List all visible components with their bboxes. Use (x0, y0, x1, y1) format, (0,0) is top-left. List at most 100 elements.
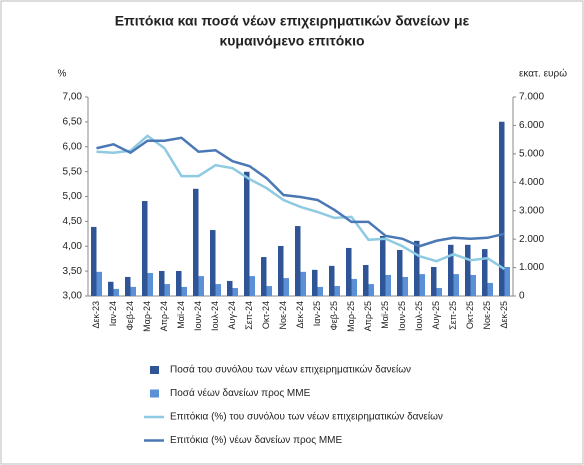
y-tick-label: 5,50 (63, 166, 83, 177)
bar (436, 288, 442, 296)
bar (266, 286, 272, 296)
chart-title: κυμαινόμενο επιτόκιο (219, 33, 364, 49)
bar (91, 226, 97, 296)
bar (312, 269, 318, 296)
bar (295, 226, 301, 296)
x-tick-label: Απρ-24 (159, 301, 169, 331)
bar (482, 249, 488, 296)
bar (317, 286, 323, 296)
x-tick-label: Ιουλ-24 (210, 301, 220, 331)
x-tick-label: Ιαν-24 (108, 301, 118, 326)
y-tick-label: 5,00 (63, 191, 83, 202)
bar (368, 284, 374, 296)
bar (453, 274, 459, 296)
y2-tick-label: 2.000 (519, 234, 544, 245)
y-tick-label: 4,00 (63, 241, 83, 252)
bar (244, 171, 250, 296)
x-tick-label: Μαρ-24 (142, 301, 152, 332)
x-tick-label: Ιουν-25 (397, 301, 407, 331)
bar (227, 280, 233, 296)
y-tick-label: 6,00 (63, 141, 83, 152)
x-tick-label: Σεπ-25 (448, 301, 458, 330)
x-tick-label: Δεκ-25 (499, 301, 509, 329)
bar (414, 240, 420, 296)
bar (193, 188, 199, 296)
bar (130, 286, 136, 296)
bar (113, 288, 119, 296)
x-tick-label: Σεπ-24 (244, 301, 254, 330)
legend-label: Επιτόκια (%) του συνόλου των νέων επιχει… (170, 411, 443, 423)
bar (261, 257, 267, 296)
bar (125, 276, 131, 296)
y2-tick-label: 5.000 (519, 148, 544, 159)
y2-tick-label: 4.000 (519, 177, 544, 188)
legend-swatch (150, 389, 159, 398)
legend-label: Ποσά του συνόλου των νέων επιχειρηματικώ… (170, 364, 411, 376)
y-tick-label: 6,50 (63, 117, 83, 128)
bar (448, 244, 454, 296)
bar (232, 288, 238, 296)
x-tick-label: Οκτ-24 (261, 301, 271, 329)
y-tick-label: 3,00 (63, 291, 83, 302)
line (96, 136, 505, 248)
y2-tick-label: 7.000 (519, 92, 544, 103)
bar (278, 245, 284, 296)
y-tick-label: 7,00 (63, 92, 83, 103)
y2-axis-label: εκατ. ευρώ (519, 68, 567, 80)
y2-tick-label: 1.000 (519, 262, 544, 273)
bar (147, 272, 153, 296)
bar (380, 236, 386, 296)
bar (300, 271, 306, 296)
y-tick-label: 3,50 (63, 266, 83, 277)
line (96, 134, 506, 271)
x-tick-label: Δεκ-23 (91, 301, 101, 329)
x-tick-label: Αυγ-24 (227, 301, 237, 329)
y2-tick-label: 0 (519, 291, 525, 302)
x-tick-label: Νοε-25 (482, 301, 492, 330)
bar (96, 271, 102, 296)
bar (351, 278, 357, 296)
legend-label: Ποσά νέων δανείων προς ΜΜΕ (170, 387, 311, 399)
x-tick-label: Ιαν-25 (312, 301, 322, 326)
legend-label: Επιτόκια (%) νέων δανείων προς ΜΜΕ (170, 434, 342, 446)
bar (329, 265, 335, 296)
bar (176, 270, 182, 296)
bar (402, 276, 408, 296)
bar (181, 286, 187, 296)
bar (419, 274, 425, 296)
x-tick-label: Φεβ-24 (125, 301, 135, 330)
legend-swatch (150, 366, 159, 374)
bar (215, 284, 221, 296)
bar (249, 276, 255, 296)
x-tick-label: Μαϊ-24 (176, 301, 186, 329)
bar (499, 121, 505, 297)
bar (283, 278, 289, 296)
y-axis-label: % (58, 69, 67, 80)
x-tick-label: Δεκ-24 (295, 301, 305, 329)
bar (487, 282, 493, 296)
bar (210, 230, 216, 296)
bar (142, 201, 148, 296)
bar (363, 265, 369, 296)
x-tick-label: Αυγ-25 (431, 301, 441, 329)
bar (465, 244, 471, 296)
bar (431, 267, 437, 296)
x-tick-label: Απρ-25 (363, 301, 373, 331)
y-tick-label: 4,50 (63, 216, 83, 227)
x-tick-label: Ιουλ-25 (414, 301, 424, 331)
y2-tick-label: 3.000 (519, 205, 544, 216)
bar (198, 276, 204, 296)
bar (334, 286, 340, 296)
bar (159, 270, 165, 296)
x-tick-label: Μαρ-25 (346, 301, 356, 332)
chart-title: Επιτόκια και ποσά νέων επιχειρηματικών δ… (115, 13, 470, 29)
bar (164, 284, 170, 296)
bar (108, 281, 114, 296)
bar (504, 267, 510, 296)
y2-tick-label: 6.000 (519, 120, 544, 131)
bar (397, 249, 403, 296)
x-tick-label: Φεβ-25 (329, 301, 339, 330)
bar (385, 274, 391, 296)
